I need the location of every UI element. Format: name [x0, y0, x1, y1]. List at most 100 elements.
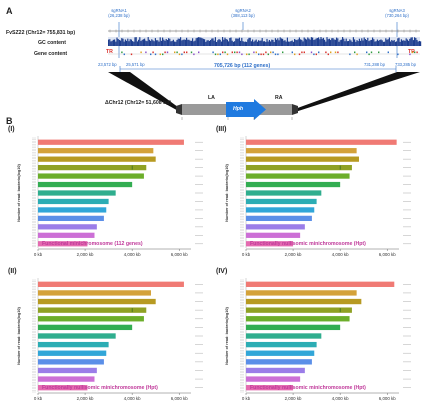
- chart-x-tick-label: 6,000 kb: [171, 396, 188, 401]
- chart-bar: [38, 341, 109, 348]
- coord-right-outer: 733,285 bp: [395, 62, 416, 67]
- coord-left-inner: 25,571 bp: [126, 62, 145, 67]
- sgrna2-name: sgRNA2: [235, 8, 251, 13]
- chart-bar: [246, 367, 305, 374]
- chart-x-tick-label: 6,000 kb: [379, 396, 396, 401]
- chromosome-label: FvSZ22 (Chr12= 755,831 bp): [6, 30, 76, 36]
- chart-bar: [246, 190, 322, 196]
- chart-caption: Functionally nullisomic minichromosome (…: [250, 241, 366, 247]
- chart-x-tick-label: 6,000 kb: [171, 252, 188, 257]
- la-label: LA: [208, 95, 215, 101]
- chart-caption: Functionally nullisomic minichromosome (…: [42, 385, 158, 391]
- chart-bar: [38, 148, 154, 154]
- chart-x-tick-label: 0 kb: [242, 396, 251, 401]
- tr-left: TR: [106, 49, 113, 55]
- chart-plot: 0 kb 2,000 kb 4,000 kb 6,000 kb Functional m…: [32, 136, 203, 257]
- right-funnel: [292, 72, 420, 113]
- chart-bar: [38, 241, 88, 247]
- sgrna1-name: sgRNA1: [111, 8, 127, 13]
- coord-right-inner: 731,288 bp: [364, 62, 385, 67]
- chart-roman-label: (III): [216, 126, 227, 133]
- chart-bar: [246, 385, 294, 391]
- chart-bar: [246, 376, 301, 382]
- chart-bar: [246, 215, 312, 222]
- chart-bar: [246, 290, 357, 296]
- chart-bar: [246, 298, 362, 305]
- hph-label: Hph: [233, 106, 244, 112]
- chart-bar: [246, 324, 341, 331]
- right-telomere: [292, 104, 298, 115]
- chart-x-tick-label: 4,000 kb: [332, 252, 349, 257]
- gc-content-track: [108, 37, 422, 46]
- chart-bar: [38, 173, 144, 179]
- chart-x-tick-label: 4,000 kb: [332, 396, 349, 401]
- chart-x-tick-label: 4,000 kb: [124, 252, 141, 257]
- chart-bar: [38, 224, 97, 230]
- ra-label: RA: [275, 95, 283, 101]
- chromosome-diagram: [108, 22, 422, 120]
- chart-bar: [246, 307, 352, 313]
- tr-right: TR: [408, 49, 415, 55]
- chart-bar: [38, 324, 133, 331]
- chart-bar: [38, 181, 133, 188]
- chart-bar: [38, 215, 104, 222]
- left-funnel: [108, 72, 182, 113]
- chart-roman-label: (I): [8, 126, 15, 133]
- chart-x-tick-label: 0 kb: [242, 252, 251, 257]
- chart-plot: 0 kb 2,000 kb 4,000 kb 6,000 kb Functionally…: [32, 278, 203, 401]
- sgrna3-pos: (730,264 bp): [385, 13, 409, 18]
- chart-bar: [38, 207, 107, 213]
- chart-iv: (IV) Number of read: bacterio(log10) 0 kb 2…: [216, 268, 421, 408]
- sgrna3-label: sgRNA3 (730,264 bp): [380, 8, 414, 18]
- chart-bar: [38, 385, 88, 391]
- chart-bar: [38, 316, 144, 322]
- sgrna2-pos: (388,113 bp): [231, 13, 255, 18]
- left-telomere: [176, 104, 182, 115]
- chart-bar: [246, 181, 341, 188]
- gene-content-label: Gene content: [34, 51, 68, 57]
- hph-arrow: [226, 99, 266, 120]
- left-arm: [182, 104, 226, 115]
- chart-bar: [38, 333, 116, 339]
- chart-iii: (III) Number of read: bacterio(log10) 0 kb…: [216, 126, 421, 264]
- chart-plot: 0 kb 2,000 kb 4,000 kb 6,000 kb Functionally…: [240, 278, 411, 401]
- chart-bar: [246, 316, 350, 322]
- chart-caption: Functional minichromosome (112 genes): [42, 241, 143, 247]
- chart-bar: [246, 139, 397, 145]
- chart-bar: [38, 164, 147, 171]
- chart-roman-label: (II): [8, 268, 17, 275]
- chart-bar: [38, 298, 156, 305]
- chart-bar: [246, 207, 315, 213]
- chart-bar: [246, 198, 317, 205]
- chart-roman-label: (IV): [216, 268, 228, 275]
- gc-content-label: GC content: [38, 40, 66, 46]
- chart-bar: [38, 376, 95, 382]
- chart-x-tick-label: 4,000 kb: [124, 396, 141, 401]
- sgrna2-label: sgRNA2 (388,113 bp): [226, 8, 260, 18]
- chart-bar: [246, 341, 317, 348]
- chart-bar: [246, 148, 357, 154]
- deletion-span-label: 705,726 bp (112 genes): [214, 63, 271, 69]
- gene-content-track: [108, 51, 420, 56]
- chart-caption: Functionally nullisomic minichromosome (…: [250, 385, 366, 391]
- sgrna3-name: sgRNA3: [389, 8, 405, 13]
- chart-bar: [246, 241, 294, 247]
- chart-bar: [246, 281, 395, 287]
- right-arm: [256, 104, 292, 115]
- chart-i: (I) Number of read: bacterio(log10) 0 kb 2,…: [8, 126, 213, 264]
- chromosome-ticks: [109, 29, 417, 33]
- chart-x-tick-label: 2,000 kb: [77, 252, 94, 257]
- chart-bar: [246, 224, 305, 230]
- panel-b-letter: B: [6, 116, 13, 126]
- chart-bar: [246, 164, 352, 171]
- panel-a-letter: A: [6, 6, 13, 16]
- minichromosome-label: ΔChr12 (Chr12= 51,608 bp): [105, 100, 172, 106]
- chart-plot: 0 kb 2,000 kb 4,000 kb 6,000 kb Functionally…: [240, 136, 411, 257]
- chart-ii: (II) Number of read: bacterio(log10) 0 kb 2…: [8, 268, 213, 408]
- chart-bar: [38, 350, 107, 356]
- chart-bar: [38, 367, 97, 374]
- chart-bar: [246, 232, 301, 238]
- chart-x-tick-label: 0 kb: [34, 252, 43, 257]
- chart-bar: [38, 281, 184, 287]
- chart-bar: [246, 359, 312, 365]
